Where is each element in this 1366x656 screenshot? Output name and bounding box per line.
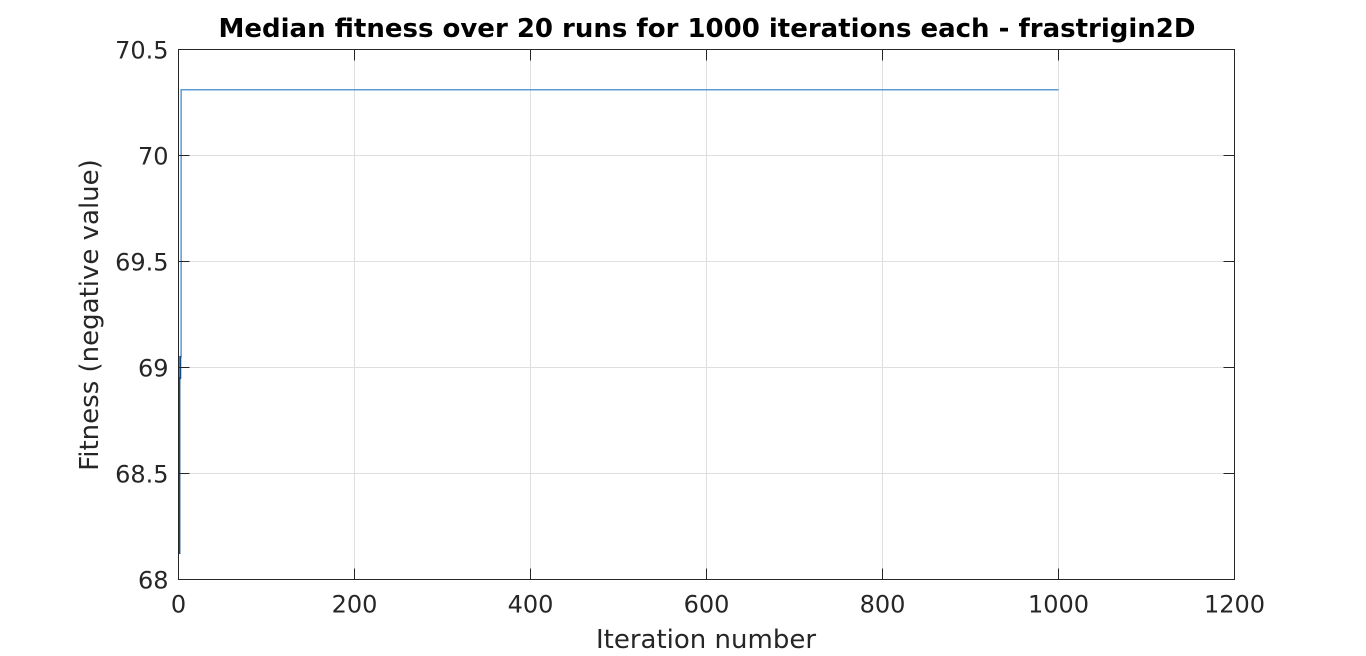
x-tick-label: 800: [860, 591, 906, 619]
series-layer: [178, 89, 1059, 555]
series-line: [178, 89, 1059, 555]
y-tick-label: 68.5: [115, 461, 168, 489]
x-axis-label: Iteration number: [596, 625, 816, 655]
x-tick-label: 1200: [1204, 591, 1265, 619]
ticks: 0 200 400 600 800 1000 1200 68 68.5 69 69.5 70 70.5: [115, 37, 1265, 619]
y-axis-label: Fitness (negative value): [75, 159, 105, 471]
x-tick-label: 200: [332, 591, 378, 619]
y-tick-label: 70: [138, 143, 169, 171]
x-tick-label: 400: [508, 591, 554, 619]
grid: [178, 49, 1235, 580]
x-tick-label: 0: [171, 591, 186, 619]
y-tick-label: 69.5: [115, 249, 168, 277]
y-tick-label: 68: [138, 567, 169, 595]
y-tick-label: 69: [138, 355, 169, 383]
chart-title: Median fitness over 20 runs for 1000 ite…: [219, 14, 1196, 44]
x-tick-label: 600: [684, 591, 730, 619]
y-tick-label: 70.5: [115, 37, 168, 65]
series-line-early: [178, 355, 182, 555]
x-tick-label: 1000: [1028, 591, 1089, 619]
